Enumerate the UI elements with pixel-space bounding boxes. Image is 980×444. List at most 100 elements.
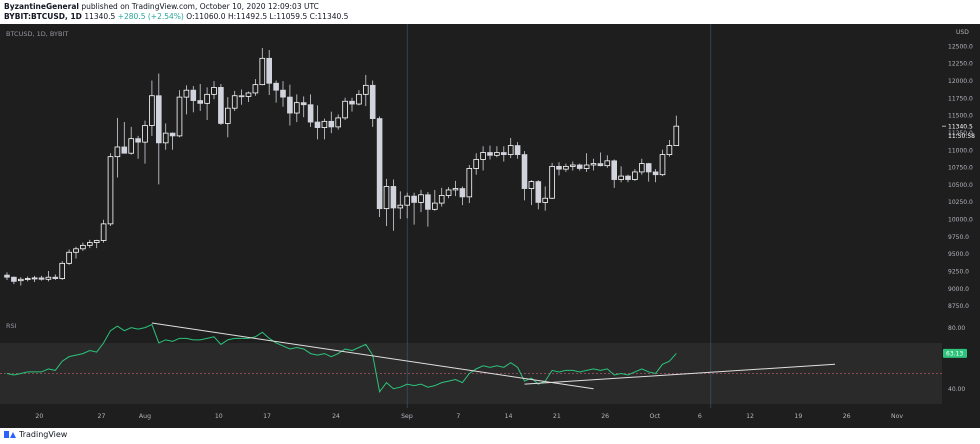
x-axis-tick: 26: [601, 413, 609, 420]
candle-down: [514, 145, 521, 156]
candle-up: [618, 175, 624, 180]
x-axis-tick: 10: [215, 413, 223, 420]
candle-up: [45, 276, 52, 280]
candle-up: [542, 197, 548, 203]
candle-up: [259, 57, 266, 86]
x-axis-tick: 14: [505, 413, 513, 420]
candle-down: [556, 165, 562, 170]
candle-up: [66, 251, 72, 264]
last-price-label: 11340.5: [948, 124, 973, 131]
candle-down: [645, 163, 652, 173]
x-axis-tick: 19: [794, 413, 802, 420]
candle-up: [231, 95, 238, 109]
published-text: published on TradingView.com, October 10…: [81, 2, 319, 11]
candle-up: [224, 107, 231, 124]
candle-up: [452, 188, 459, 191]
candle-up: [494, 152, 500, 156]
publish-info: ByzantineGeneral published on TradingVie…: [4, 2, 319, 11]
candle-down: [487, 152, 493, 156]
price-axis-tick: 10500.0: [948, 182, 973, 189]
candle-down: [328, 120, 335, 128]
x-axis-tick: Oct: [650, 413, 661, 420]
candle-down: [369, 84, 376, 119]
candle-down: [625, 175, 631, 180]
price-axis-tick: 11500.0: [948, 113, 973, 120]
candle-down: [11, 276, 17, 282]
candle-down: [425, 194, 431, 210]
price-axis-tick: 12000.0: [948, 78, 973, 85]
candle-down: [376, 118, 383, 210]
candle-down: [307, 104, 314, 123]
price-axis-tick: 9250.0: [948, 268, 969, 275]
candle-down: [121, 146, 128, 154]
candle-up: [100, 223, 107, 241]
candle-down: [652, 171, 659, 176]
footer: TradingView: [0, 428, 980, 444]
candle-up: [418, 194, 424, 203]
candle-down: [390, 186, 397, 209]
candle-up: [93, 240, 100, 243]
x-axis-tick: Aug: [139, 413, 151, 420]
candle-down: [155, 95, 162, 144]
candle-down: [314, 121, 321, 128]
candle-up: [632, 171, 638, 180]
countdown-label: 11:50:58: [948, 133, 975, 140]
tradingview-icon: [4, 430, 16, 439]
price-axis-tick: 10000.0: [948, 217, 973, 224]
x-axis-tick: 26: [843, 413, 851, 420]
candle-down: [280, 89, 286, 98]
price-pane-title: BTCUSD, 1D, BYBIT: [6, 30, 68, 38]
candle-up: [604, 160, 611, 167]
price-axis-tick: 9500.0: [948, 251, 969, 258]
rsi-pane-title: RSI: [6, 322, 17, 330]
price-axis-tick: 8750.0: [948, 303, 969, 310]
price-chart[interactable]: BTCUSD, 1D, BYBIT RSI 8750.0 9000.0 9250.0 95…: [0, 24, 980, 428]
candle-down: [218, 87, 224, 124]
candle-down: [190, 89, 197, 101]
candle-up: [583, 164, 590, 169]
candle-down: [535, 181, 542, 203]
price-axis-tick: 9750.0: [948, 234, 969, 241]
price-change: +280.5 (+2.54%): [117, 12, 184, 21]
x-axis-tick: 20: [35, 413, 43, 420]
candle-up: [362, 84, 369, 95]
tradingview-logo[interactable]: TradingView: [4, 430, 67, 439]
symbol-info: BYBIT:BTCUSD, 1D 11340.5 +280.5 (+2.54%)…: [4, 12, 348, 21]
x-axis-tick: 6: [698, 413, 702, 420]
candle-up: [245, 92, 252, 97]
candle-up: [563, 165, 569, 170]
candle-down: [349, 100, 355, 105]
candle-up: [107, 156, 114, 225]
author-name[interactable]: ByzantineGeneral: [4, 2, 79, 11]
candle-down: [300, 102, 307, 106]
price-axis-tick: 11250.0: [948, 130, 973, 137]
candle-up: [176, 96, 183, 137]
candle-up: [80, 244, 86, 250]
candle-up: [659, 154, 666, 176]
candle-up: [17, 278, 24, 282]
candle-down: [169, 132, 176, 137]
candle-down: [597, 163, 604, 167]
candle-down: [459, 188, 466, 198]
candle-down: [287, 96, 293, 114]
candle-up: [356, 93, 362, 105]
candle-up: [24, 278, 31, 280]
candle-down: [611, 160, 617, 180]
chart-area[interactable]: BTCUSD, 1D, BYBIT RSI 8750.0 9000.0 9250.0 95…: [0, 24, 980, 428]
candle-up: [480, 152, 486, 160]
ohlc-close: C:11340.5: [309, 12, 349, 21]
candle-up: [549, 165, 555, 199]
price-axis-tick: 12250.0: [948, 61, 973, 68]
candle-down: [197, 100, 204, 104]
candle-up: [639, 163, 645, 173]
candle-up: [183, 89, 190, 98]
x-axis-tick: 7: [456, 413, 460, 420]
candle-down: [52, 276, 59, 279]
last-price: 11340.5: [84, 12, 116, 21]
candle-up: [570, 164, 576, 167]
candle-down: [273, 82, 279, 91]
candle-down: [266, 57, 272, 84]
candle-up: [528, 181, 535, 189]
candle-up: [404, 195, 410, 206]
currency-label: USD: [956, 29, 969, 36]
